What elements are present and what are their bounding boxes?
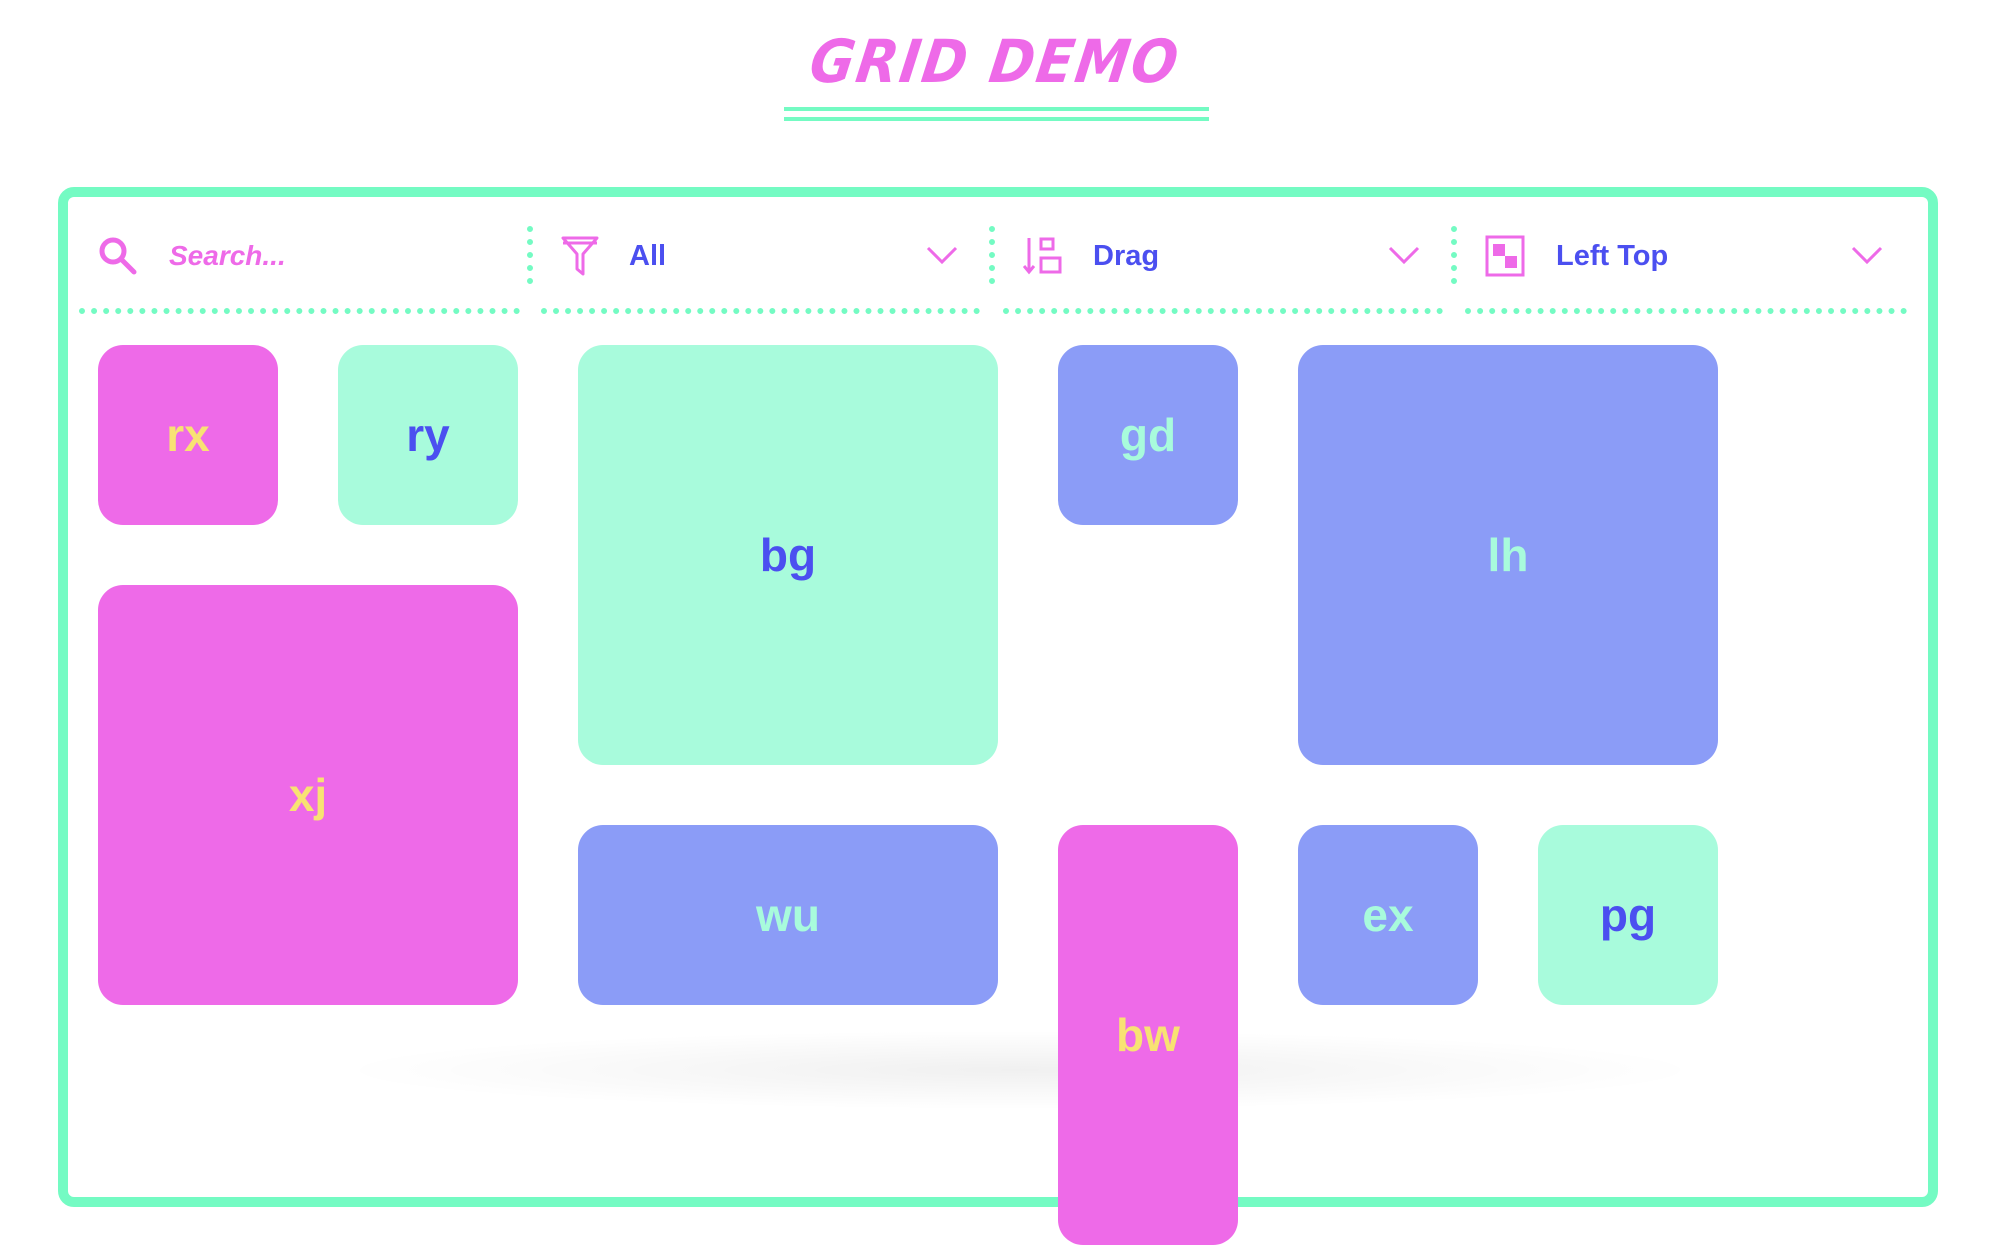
grid-item-label: pg [1599,889,1657,941]
search-input[interactable]: Search... [169,240,286,271]
chevron-down-icon[interactable] [1851,244,1883,268]
search-icon [99,237,137,275]
drag-shadow [330,1030,1710,1110]
divider [541,308,980,314]
grid-item-label: ry [406,409,450,461]
title-underline [784,117,1209,121]
grid-item-label: wu [756,889,820,941]
search-field[interactable]: Search... [97,228,286,284]
grid-item-label: ex [1362,889,1414,941]
grid-item-pg[interactable]: pg [1538,825,1718,1005]
divider [79,308,520,314]
page-title: GRID DEMO [805,26,1185,97]
filter-select[interactable]: All [560,228,960,284]
chevron-down-icon[interactable] [926,244,958,268]
divider [527,226,533,284]
grid-item-xj[interactable]: xj [98,585,518,1005]
filter-value: All [629,239,667,272]
grid-item-bg[interactable]: bg [578,345,998,765]
divider [1465,308,1907,314]
grid-item-label: gd [1119,409,1177,461]
grid-item-label: lh [1487,529,1529,581]
filter-icon [561,236,599,276]
grid-item-label: bw [1116,1009,1180,1061]
layout-value: Left Top [1556,239,1669,272]
grid-item-lh[interactable]: lh [1298,345,1718,765]
grid-item-wu[interactable]: wu [578,825,998,1005]
divider [1003,308,1443,314]
grid-item-bw[interactable]: bw [1058,825,1238,1245]
grid-item-label: bg [759,529,817,581]
layout-select[interactable]: Left Top [1485,228,1885,284]
divider [1451,226,1457,284]
sort-select[interactable]: Drag [1023,228,1423,284]
grid-item-label: xj [288,769,328,821]
chevron-down-icon[interactable] [1388,244,1420,268]
grid-item-ex[interactable]: ex [1298,825,1478,1005]
sort-value: Drag [1093,239,1160,272]
title-underline [784,107,1209,111]
sort-icon [1023,237,1062,275]
grid-item-gd[interactable]: gd [1058,345,1238,525]
divider [989,226,995,284]
grid-item-rx[interactable]: rx [98,345,278,525]
layout-icon [1485,235,1525,277]
grid-item-ry[interactable]: ry [338,345,518,525]
grid-item-label: rx [166,409,210,461]
